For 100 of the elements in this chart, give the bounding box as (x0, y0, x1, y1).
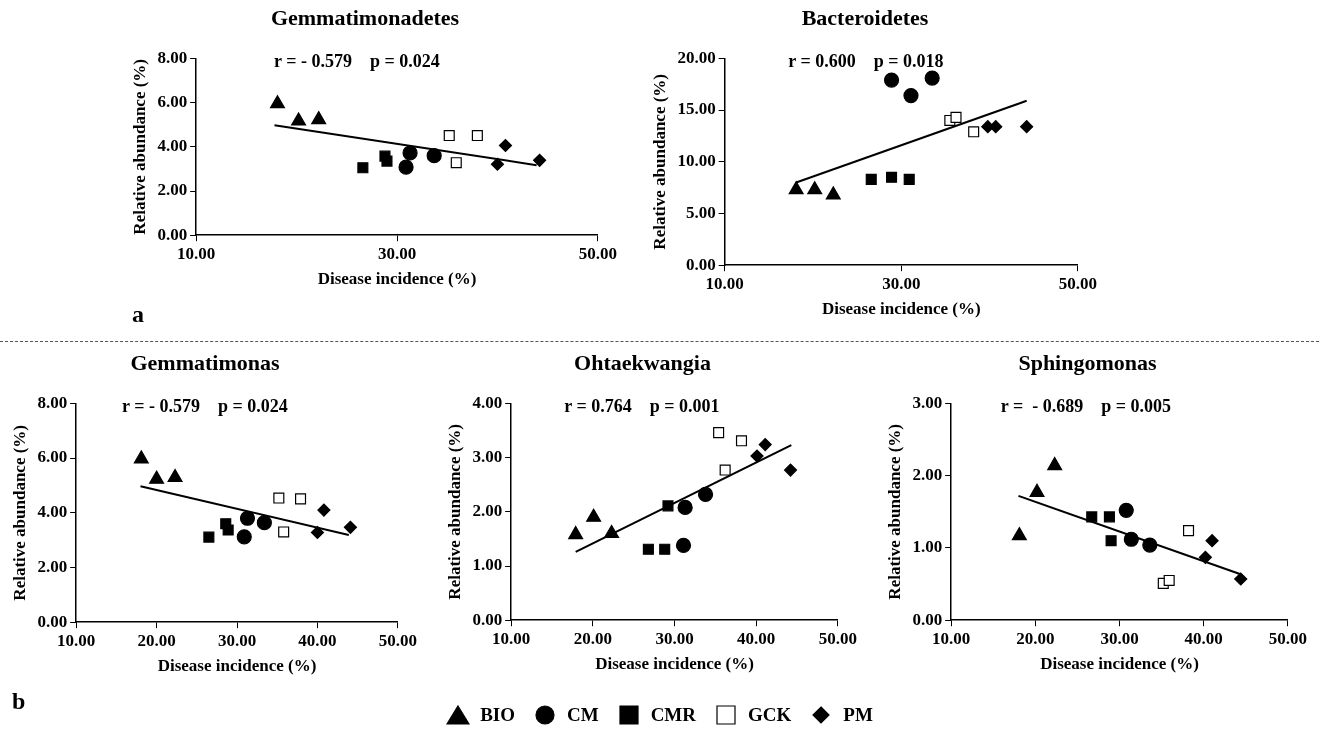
point (149, 470, 165, 484)
point (236, 529, 252, 545)
y-tick-label: 3.00 (912, 392, 943, 412)
y-tick-label: 1.00 (912, 537, 943, 557)
point (788, 181, 804, 195)
point (783, 463, 798, 477)
x-tick-label: 10.00 (492, 628, 531, 648)
y-tick-label: 2.00 (157, 180, 188, 200)
x-tick-label: 50.00 (378, 630, 417, 650)
x-tick-label: 30.00 (217, 630, 257, 650)
point (311, 111, 327, 125)
point (659, 543, 671, 555)
y-tick-label: 4.00 (472, 392, 503, 412)
y-axis-title: Relative abundance (%) (9, 424, 29, 601)
point (1198, 550, 1212, 564)
annotation: r = - 0.579 p = 0.024 (122, 396, 288, 417)
point (903, 173, 915, 185)
point (1142, 537, 1158, 553)
x-tick-label: 20.00 (1016, 628, 1055, 648)
x-axis-title: Disease incidence (%) (317, 269, 477, 289)
point (950, 111, 962, 123)
x-axis-title: Disease incidence (%) (821, 299, 981, 319)
point (343, 520, 358, 534)
point (443, 129, 455, 142)
y-tick-label: 20.00 (677, 47, 716, 67)
chart-title: Sphingomonas (1018, 349, 1158, 375)
x-tick-label: 10.00 (932, 628, 971, 648)
point (357, 162, 369, 174)
chart-title: Gemmatimonadetes (270, 4, 460, 30)
point (1103, 511, 1115, 523)
point (1163, 574, 1175, 586)
point (426, 148, 442, 164)
point (381, 155, 393, 167)
chart-title: Bacteroidetes (801, 4, 929, 30)
point (533, 153, 547, 167)
x-tick-label: 30.00 (1100, 628, 1139, 648)
y-tick-label: 2.00 (912, 465, 943, 485)
x-tick-label: 40.00 (298, 630, 337, 650)
point (1234, 572, 1248, 586)
y-tick-label: 6.00 (157, 91, 188, 111)
x-tick-label: 50.00 (1058, 273, 1097, 293)
point (586, 508, 602, 522)
y-axis-title: Relative abundance (%) (444, 423, 464, 600)
y-tick-label: 8.00 (37, 392, 68, 412)
legend-label: BIO (480, 704, 515, 726)
x-tick-label: 10.00 (705, 273, 744, 293)
x-tick-label: 30.00 (882, 273, 921, 293)
point (273, 492, 285, 504)
x-tick-label: 40.00 (737, 628, 776, 648)
point (1020, 120, 1034, 134)
point (604, 524, 620, 539)
point (1029, 483, 1045, 497)
legend-label: CM (566, 704, 599, 726)
point (825, 186, 841, 200)
chart-title: Ohtaekwangia (574, 349, 711, 375)
y-tick-label: 0.00 (157, 224, 188, 244)
point (719, 464, 731, 476)
point (239, 510, 256, 526)
annotation: r = 0.600 p = 0.018 (788, 51, 944, 72)
point (278, 526, 290, 538)
x-tick-label: 40.00 (1184, 628, 1223, 648)
point (1011, 527, 1027, 541)
point (291, 112, 307, 126)
point (807, 181, 823, 195)
point (1086, 511, 1098, 523)
y-tick-label: 10.00 (677, 151, 716, 171)
point (295, 493, 307, 505)
point (222, 524, 234, 536)
point (133, 450, 149, 464)
point (398, 159, 414, 175)
point (167, 468, 183, 483)
y-axis-title: Relative abundance (%) (129, 58, 149, 235)
x-axis-title: Disease incidence (%) (1040, 654, 1199, 674)
point (1182, 525, 1195, 537)
chart-title: Gemmatimonas (130, 349, 280, 375)
y-tick-label: 6.00 (37, 447, 68, 467)
point (471, 129, 483, 142)
point (317, 503, 331, 517)
legend-label: PM (843, 704, 873, 726)
point (865, 173, 877, 185)
x-tick-label: 50.00 (818, 628, 857, 648)
y-tick-label: 0.00 (472, 609, 503, 629)
y-tick-label: 1.00 (472, 555, 503, 575)
x-tick-label: 10.00 (57, 630, 96, 650)
x-axis-title: Disease incidence (%) (595, 654, 754, 674)
y-tick-label: 2.00 (37, 556, 68, 576)
annotation: r = 0.764 p = 0.001 (564, 396, 720, 417)
point (1123, 531, 1139, 547)
point (883, 72, 900, 88)
x-axis-title: Disease incidence (%) (157, 656, 317, 676)
x-tick-label: 30.00 (377, 243, 417, 263)
point (1047, 456, 1063, 471)
point (903, 88, 919, 104)
point (750, 449, 764, 463)
point (310, 525, 325, 540)
y-tick-label: 2.00 (472, 501, 503, 521)
annotation: r = - 0.689 p = 0.005 (1000, 396, 1171, 417)
point (675, 537, 692, 553)
legend-label: CMR (650, 704, 697, 726)
y-axis-title: Relative abundance (%) (884, 423, 904, 600)
